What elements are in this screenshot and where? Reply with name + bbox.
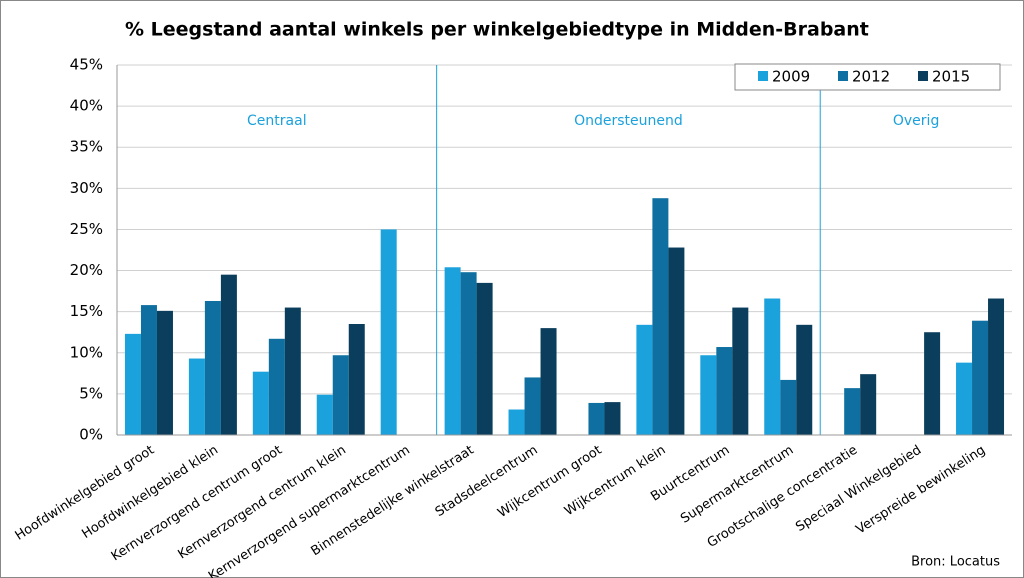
group-label: Ondersteunend (574, 113, 683, 129)
bar (156, 310, 173, 435)
bar (460, 272, 477, 435)
legend-label: 2012 (852, 68, 890, 86)
bar (604, 402, 621, 435)
legend-swatch (918, 71, 928, 81)
y-tick-label: 30% (70, 179, 103, 197)
y-tick-label: 15% (70, 302, 103, 320)
bar (780, 379, 797, 435)
bar (220, 274, 237, 435)
bar (268, 338, 285, 435)
bar (524, 377, 541, 435)
y-tick-label: 20% (70, 261, 103, 279)
y-tick-label: 40% (70, 97, 103, 115)
group-label: Centraal (247, 113, 307, 129)
bar (252, 371, 269, 435)
bar (972, 320, 989, 435)
bar (188, 358, 205, 435)
chart-title: % Leegstand aantal winkels per winkelgeb… (125, 19, 869, 41)
bar (204, 300, 221, 435)
bar (860, 374, 877, 435)
bar (796, 324, 813, 435)
bar (476, 282, 493, 435)
y-tick-label: 25% (70, 220, 103, 238)
bar (668, 247, 685, 435)
legend-swatch (838, 71, 848, 81)
bar (956, 362, 973, 435)
bar (380, 229, 397, 435)
bar (652, 198, 669, 435)
source: Bron: Locatus (911, 555, 1000, 570)
y-tick-label: 45% (70, 56, 103, 74)
bar (716, 347, 733, 435)
bar (316, 394, 333, 435)
y-tick-label: 0% (79, 426, 103, 444)
legend-box (734, 63, 1001, 91)
bar (636, 324, 653, 435)
bar (700, 355, 717, 435)
bar (844, 388, 861, 435)
bar (348, 324, 365, 435)
bar (764, 298, 781, 435)
y-tick-label: 10% (70, 343, 103, 361)
bar (540, 328, 557, 435)
legend-label: 2009 (772, 68, 810, 86)
legend-swatch (758, 71, 768, 81)
bar (508, 409, 525, 435)
bar (124, 333, 141, 435)
bar (588, 402, 605, 435)
bar (988, 298, 1005, 435)
bar (332, 355, 349, 435)
group-label: Overig (893, 113, 939, 129)
y-tick-label: 5% (79, 384, 103, 402)
bar (140, 305, 157, 435)
y-tick-label: 35% (70, 138, 103, 156)
bar (924, 332, 941, 435)
bar (444, 267, 461, 435)
legend-label: 2015 (932, 68, 970, 86)
bar (732, 307, 749, 435)
bar (284, 307, 301, 435)
